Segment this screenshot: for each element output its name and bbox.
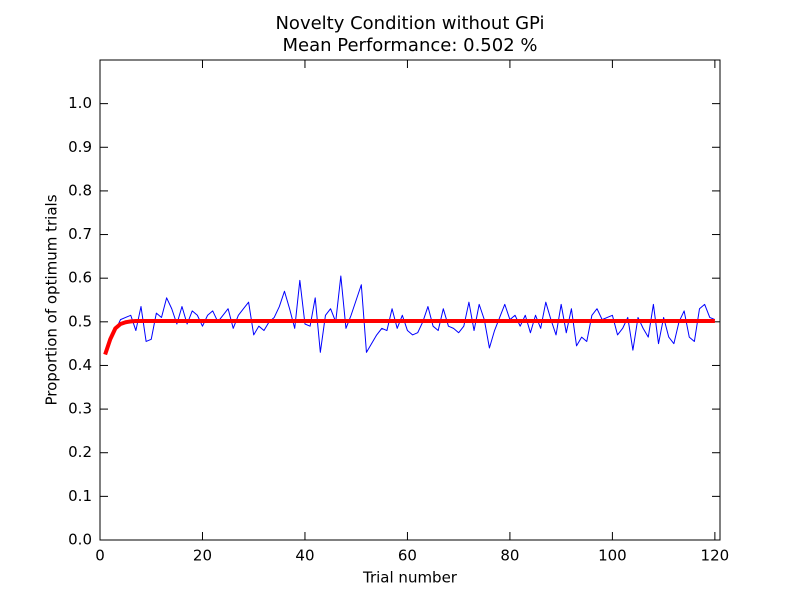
x-tick-label: 80: [500, 547, 519, 565]
y-tick-label: 1.0: [68, 94, 92, 112]
y-axis-label: Proportion of optimum trials: [43, 194, 61, 405]
y-tick-label: 0.7: [68, 225, 92, 243]
chart-subtitle: Mean Performance: 0.502 %: [283, 35, 538, 56]
data-line: [104, 275, 716, 353]
y-tick-label: 0.0: [68, 531, 92, 549]
x-tick-label: 0: [95, 547, 105, 565]
y-tick-label: 0.6: [68, 269, 92, 287]
x-tick-label: 20: [193, 547, 212, 565]
x-tick-label: 60: [398, 547, 417, 565]
plot-frame: [99, 59, 721, 541]
x-tick-label: 40: [295, 547, 314, 565]
y-tick-label: 0.4: [68, 356, 92, 374]
x-tick-label: 100: [598, 547, 627, 565]
x-axis-label: Trial number: [362, 569, 458, 587]
y-tick-label: 0.2: [68, 443, 92, 461]
y-tick-label: 0.1: [68, 487, 92, 505]
data-line: [103, 318, 715, 356]
chart-title: Novelty Condition without GPi: [275, 13, 544, 34]
y-tick-label: 0.9: [68, 138, 92, 156]
y-tick-label: 0.5: [68, 312, 92, 330]
y-tick-label: 0.3: [68, 400, 92, 418]
y-tick-label: 0.8: [68, 181, 92, 199]
x-tick-label: 120: [701, 547, 730, 565]
